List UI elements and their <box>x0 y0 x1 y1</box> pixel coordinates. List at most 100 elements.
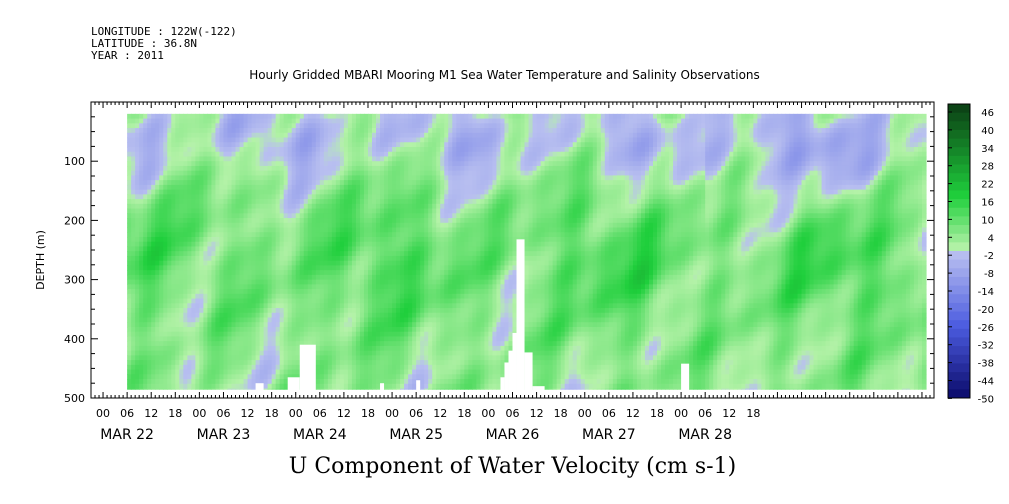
heatmap-cell <box>215 175 221 181</box>
heatmap-cell <box>359 246 365 252</box>
heatmap-cell <box>147 360 152 366</box>
heatmap-cell <box>372 175 377 181</box>
heatmap-cell <box>355 383 361 390</box>
heatmap-cell <box>299 194 305 200</box>
heatmap-cell <box>255 374 261 380</box>
heatmap-cell <box>303 128 309 134</box>
heatmap-cell <box>291 194 297 200</box>
heatmap-cell <box>464 146 469 153</box>
heatmap-cell <box>396 322 401 328</box>
heatmap-cell <box>219 227 225 233</box>
heatmap-cell <box>460 142 465 148</box>
heatmap-cell <box>291 255 297 262</box>
heatmap-cell <box>139 194 144 200</box>
heatmap-cell <box>139 146 144 153</box>
heatmap-cell <box>219 180 225 186</box>
heatmap-cell <box>159 379 164 385</box>
heatmap-cell <box>259 326 265 333</box>
heatmap-cell <box>448 298 453 304</box>
heatmap-cell <box>219 118 225 124</box>
heatmap-cell <box>416 113 421 120</box>
heatmap-cell <box>444 360 449 366</box>
heatmap-cell <box>460 170 465 177</box>
heatmap-cell <box>247 383 253 390</box>
heatmap-cell <box>207 341 213 347</box>
heatmap-cell <box>339 113 345 120</box>
heatmap-cell <box>183 322 188 328</box>
heatmap-cell <box>400 208 405 214</box>
heatmap-cell <box>367 350 373 356</box>
heatmap-cell <box>171 189 176 195</box>
heatmap-cell <box>163 175 168 181</box>
heatmap-cell <box>347 355 353 361</box>
heatmap-cell <box>327 175 333 181</box>
heatmap-cell <box>179 293 184 300</box>
heatmap-cell <box>355 118 361 124</box>
heatmap-cell <box>163 170 168 177</box>
heatmap-cell <box>359 289 365 295</box>
heatmap-cell <box>151 341 156 347</box>
heatmap-cell <box>267 194 273 200</box>
heatmap-cell <box>219 161 225 167</box>
heatmap-cell <box>319 146 325 153</box>
heatmap-cell <box>351 184 357 191</box>
heatmap-cell <box>392 326 397 333</box>
heatmap-cell <box>259 284 265 290</box>
heatmap-cell <box>203 199 209 205</box>
heatmap-cell <box>420 137 425 143</box>
heatmap-cell <box>355 113 361 120</box>
heatmap-cell <box>147 142 152 148</box>
heatmap-cell <box>171 383 176 390</box>
heatmap-cell <box>416 260 421 266</box>
heatmap-cell <box>135 241 140 248</box>
heatmap-cell <box>420 350 425 356</box>
heatmap-cell <box>436 189 441 195</box>
heatmap-cell <box>251 279 257 285</box>
heatmap-cell <box>351 270 357 276</box>
heatmap-cell <box>315 270 321 276</box>
heatmap-cell <box>384 180 389 186</box>
heatmap-cell <box>323 279 329 285</box>
heatmap-cell <box>271 350 277 356</box>
heatmap-cell <box>432 341 437 347</box>
heatmap-cell <box>255 218 261 224</box>
heatmap-cell <box>271 303 277 309</box>
heatmap-cell <box>143 189 148 195</box>
heatmap-cell <box>323 184 329 191</box>
heatmap-cell <box>179 308 184 314</box>
heatmap-cell <box>203 265 209 271</box>
heatmap-cell <box>139 274 144 281</box>
heatmap-cell <box>275 113 281 120</box>
heatmap-cell <box>372 180 377 186</box>
heatmap-cell <box>351 317 357 323</box>
heatmap-cell <box>215 265 221 271</box>
heatmap-cell <box>219 165 225 172</box>
heatmap-cell <box>400 369 405 375</box>
heatmap-cell <box>384 388 389 390</box>
heatmap-cell <box>339 246 345 252</box>
heatmap-cell <box>319 175 325 181</box>
heatmap-cell <box>440 222 445 229</box>
heatmap-cell <box>327 265 333 271</box>
heatmap-cell <box>271 289 277 295</box>
heatmap-cell <box>239 265 245 271</box>
heatmap-cell <box>147 274 152 281</box>
heatmap-cell <box>452 364 457 371</box>
heatmap-cell <box>143 184 148 191</box>
heatmap-cell <box>428 236 433 243</box>
heatmap-cell <box>139 322 144 328</box>
heatmap-cell <box>267 388 273 390</box>
heatmap-cell <box>444 298 449 304</box>
heatmap-cell <box>155 227 160 233</box>
heatmap-cell <box>355 274 361 281</box>
heatmap-cell <box>155 251 160 257</box>
heatmap-cell <box>347 326 353 333</box>
heatmap-cell <box>416 374 421 380</box>
heatmap-cell <box>139 208 144 214</box>
heatmap-cell <box>355 251 361 257</box>
heatmap-cell <box>367 118 373 124</box>
heatmap-cell <box>424 293 429 300</box>
heatmap-cell <box>420 123 425 129</box>
heatmap-cell <box>215 142 221 148</box>
heatmap-cell <box>135 260 140 266</box>
